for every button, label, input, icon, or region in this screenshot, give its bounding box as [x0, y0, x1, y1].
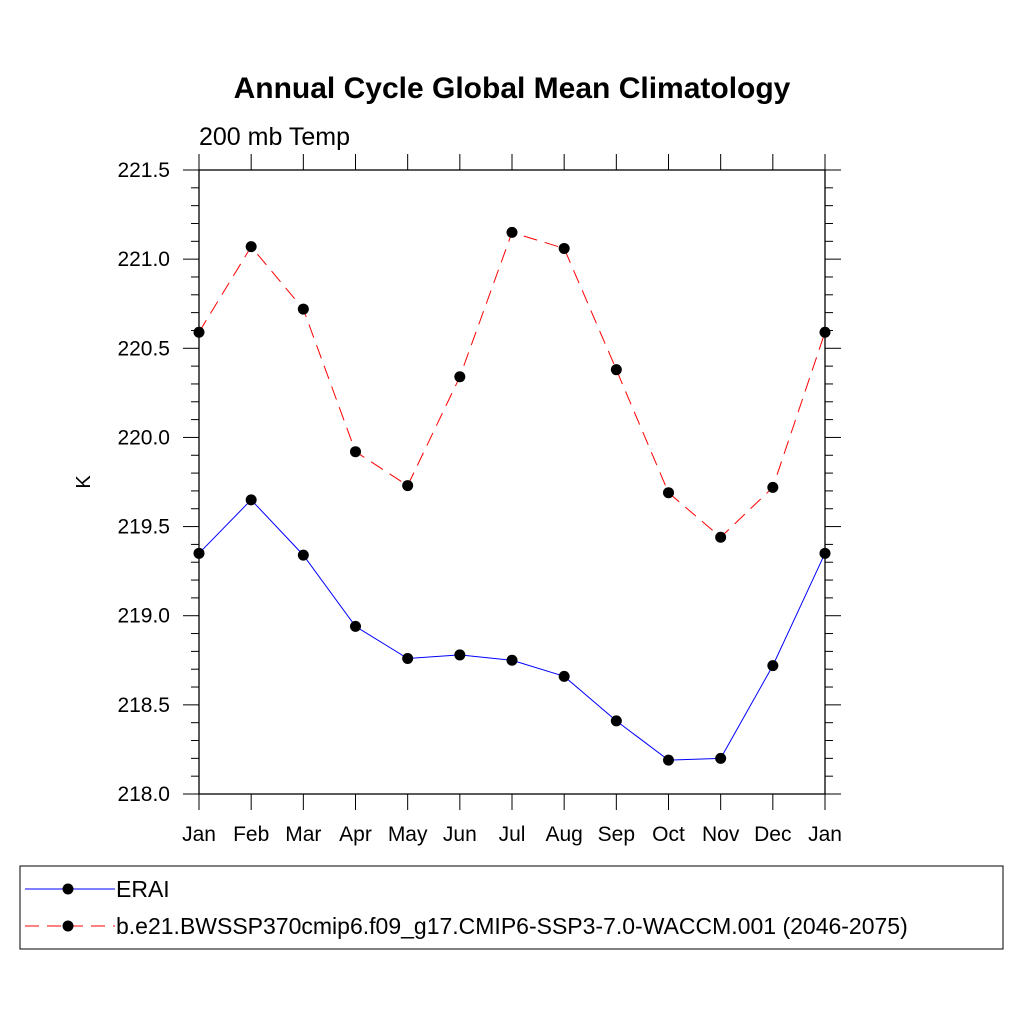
x-tick-label: Oct — [652, 823, 685, 846]
series-line-1 — [198, 499, 826, 761]
data-point-s1 — [297, 549, 309, 561]
data-point-s2 — [193, 326, 205, 338]
data-point-s2 — [819, 326, 831, 338]
series-line-2 — [198, 231, 826, 538]
legend-label-2: b.e21.BWSSP370cmip6.f09_g17.CMIP6-SSP3-7… — [116, 913, 908, 939]
series-lines — [198, 231, 826, 761]
legend: ERAI b.e21.BWSSP370cmip6.f09_g17.CMIP6-SS… — [25, 876, 908, 939]
x-tick-label: Aug — [545, 823, 582, 846]
x-tick-label: Apr — [339, 823, 372, 846]
data-point-s1 — [454, 649, 466, 661]
y-axis-label: K — [73, 475, 95, 489]
data-point-s1 — [558, 670, 570, 682]
data-point-s2 — [715, 531, 727, 543]
x-tick-label: Mar — [285, 823, 321, 846]
axis-ticks: 218.0 218.5 219.0 219.5 220.0 220.5 221.0 221.5… — [117, 154, 842, 846]
data-point-s2 — [350, 446, 361, 458]
y-tick-label: 219.0 — [117, 605, 170, 628]
x-tick-label: Nov — [702, 823, 740, 846]
x-tick-label: May — [388, 823, 428, 846]
data-point-s2 — [558, 242, 570, 254]
data-point-s1 — [767, 660, 779, 672]
data-point-s1 — [715, 752, 727, 764]
x-tick-label: Dec — [754, 823, 791, 846]
data-point-s2 — [245, 241, 257, 253]
data-point-s2 — [767, 481, 779, 493]
y-tick-label: 218.0 — [117, 783, 170, 806]
data-point-s1 — [245, 494, 257, 506]
data-point-s2 — [663, 487, 674, 499]
y-tick-label: 221.0 — [117, 248, 170, 271]
plot-frame — [198, 169, 826, 795]
x-tick-label: Jun — [443, 823, 477, 846]
data-point-s2 — [454, 371, 466, 383]
data-point-s1 — [819, 547, 831, 559]
legend-marker-1 — [62, 883, 74, 895]
data-point-s2 — [610, 364, 622, 376]
chart-subtitle: 200 mb Temp — [199, 123, 350, 151]
x-tick-label: Jul — [499, 823, 526, 846]
data-point-s1 — [350, 620, 361, 632]
legend-marker-2 — [62, 920, 74, 932]
legend-box — [19, 865, 1004, 950]
y-tick-label: 218.5 — [117, 694, 170, 717]
x-tick-label: Feb — [233, 823, 269, 846]
data-point-s1 — [402, 653, 414, 665]
legend-label-1: ERAI — [116, 876, 170, 902]
data-point-s1 — [193, 547, 205, 559]
x-tick-label: Sep — [598, 823, 635, 846]
data-point-s1 — [506, 654, 518, 666]
x-tick-label: Jan — [182, 823, 216, 846]
data-point-s1 — [610, 715, 622, 727]
y-tick-label: 220.0 — [117, 426, 170, 449]
y-tick-label: 219.5 — [117, 516, 170, 539]
data-point-s2 — [402, 480, 414, 492]
data-point-s2 — [297, 303, 309, 315]
series-markers — [193, 226, 831, 766]
y-tick-label: 220.5 — [117, 337, 170, 360]
x-tick-label: Jan — [808, 823, 842, 846]
y-tick-label: 221.5 — [117, 159, 170, 182]
chart-title: Annual Cycle Global Mean Climatology — [234, 72, 791, 105]
data-point-s1 — [663, 754, 674, 766]
data-point-s2 — [506, 226, 518, 238]
